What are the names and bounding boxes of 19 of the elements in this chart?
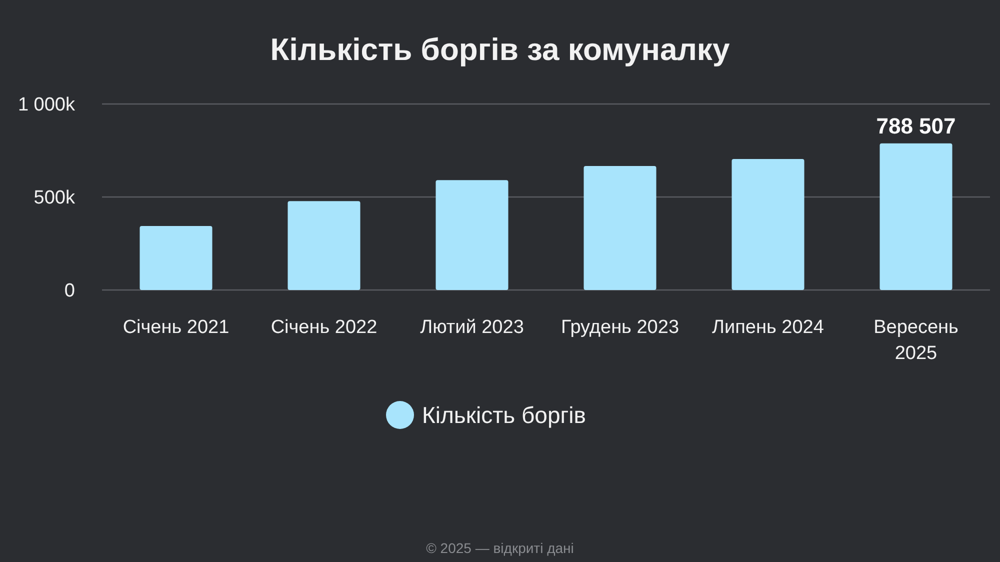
x-tick-label: Грудень 2023: [560, 317, 680, 338]
bar: [436, 180, 508, 290]
chart-title: Кількість боргів за комуналку: [270, 32, 730, 67]
bar: [140, 226, 212, 290]
text: © 2025 — відкриті дані: [426, 540, 574, 556]
bar: [732, 159, 804, 290]
x-tick-label: Січень 2021: [122, 317, 230, 338]
x-tick-label: Вересень 2025: [874, 317, 959, 364]
y-tick-label: 0: [64, 280, 75, 302]
bar: [584, 166, 656, 290]
legend-label: Кількість боргів: [422, 402, 586, 428]
y-tick-label: 1 000k: [18, 94, 76, 116]
y-tick-label: 500k: [34, 188, 76, 209]
x-tick-label: Січень 2022: [270, 317, 378, 338]
bar: [880, 143, 952, 290]
x-tick-label: Липень 2024: [712, 317, 824, 338]
x-tick-label: Лютий 2023: [420, 317, 524, 338]
data-label: 788 507: [876, 113, 956, 138]
bar: [288, 201, 360, 290]
